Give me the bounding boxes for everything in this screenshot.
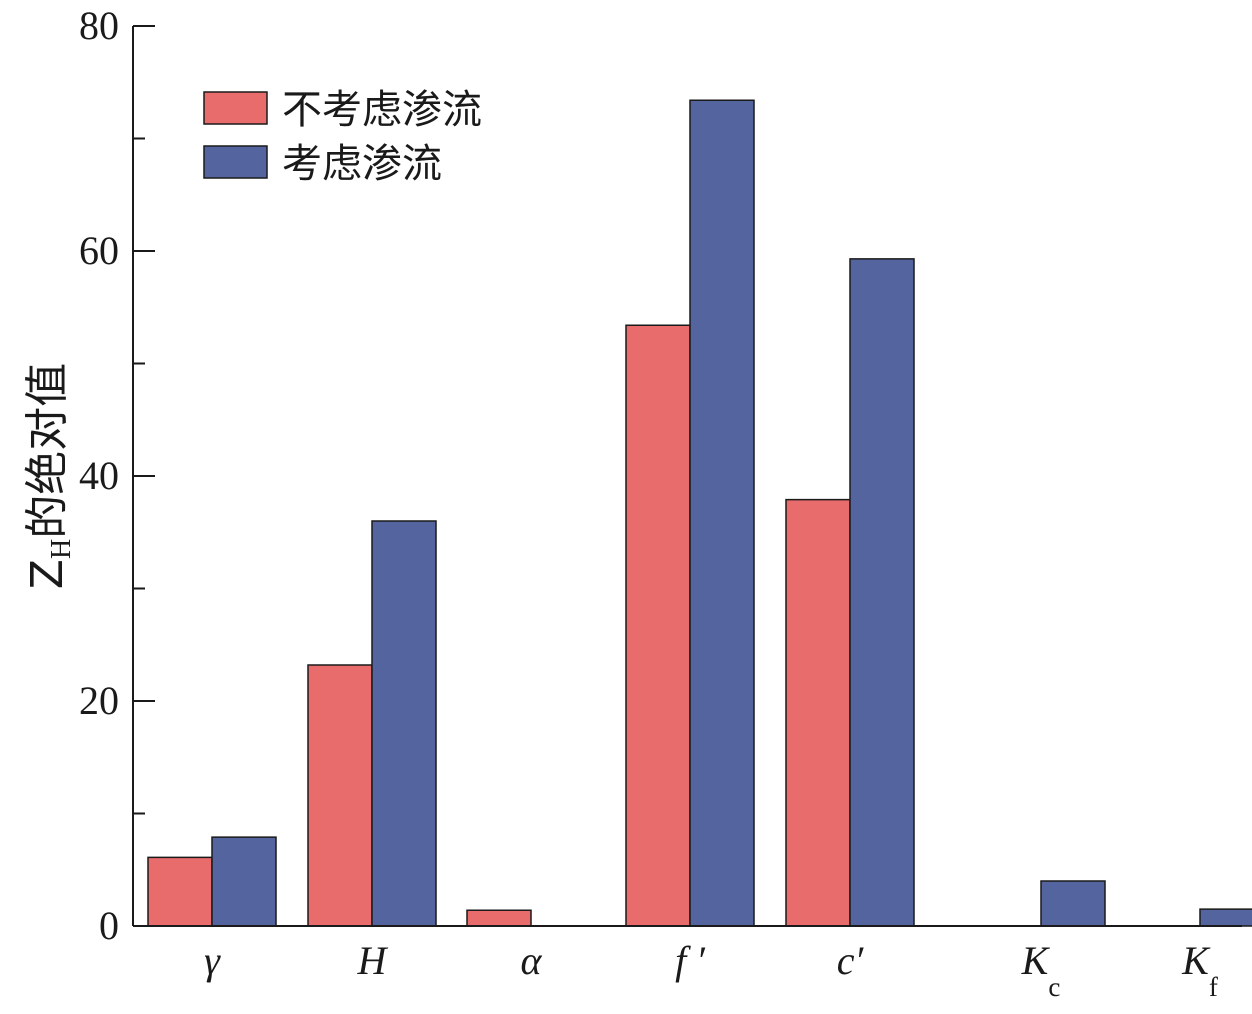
- x-category-label-main: γ: [204, 938, 221, 983]
- legend-label-not-considering-seepage: 不考虑渗流: [282, 87, 482, 133]
- y-axis-title-sub: H: [46, 539, 77, 559]
- bar-not-considering-seepage: [147, 856, 213, 927]
- x-category-label: H: [357, 938, 389, 983]
- x-category-label: α: [521, 938, 543, 983]
- x-category-label: f ′: [675, 938, 706, 983]
- x-category-label: Kf: [1181, 938, 1218, 1002]
- y-tick-label: 0: [99, 903, 119, 948]
- bar-considering-seepage: [849, 258, 915, 927]
- y-tick-label: 60: [79, 228, 119, 273]
- y-axis-title-main: Z: [22, 559, 73, 589]
- legend: 不考虑渗流 考虑渗流: [203, 87, 482, 187]
- x-category-label-main: α: [521, 938, 543, 983]
- bar-not-considering-seepage: [307, 664, 373, 927]
- x-category-label-main: H: [357, 938, 389, 983]
- y-tick-label: 80: [79, 3, 119, 48]
- bar-not-considering-seepage: [466, 909, 532, 927]
- legend-swatch-not-considering-seepage: [203, 91, 268, 125]
- x-category-label: Kc: [1021, 938, 1061, 1002]
- y-tick-label: 20: [79, 678, 119, 723]
- x-category-label-sub: f: [1209, 972, 1218, 1002]
- x-category-label-main: f ′: [675, 938, 706, 983]
- bars: [147, 99, 1252, 927]
- x-category-label-main: K: [1021, 938, 1051, 983]
- bar-not-considering-seepage: [785, 498, 851, 927]
- x-category-label-main: c′: [837, 938, 865, 983]
- x-category-label: γ: [204, 938, 221, 983]
- y-axis-title-rest: 的绝对值: [22, 363, 73, 539]
- y-axis-ticks: 0 20 40 60 80: [79, 3, 155, 948]
- bar-considering-seepage: [1199, 908, 1252, 927]
- bar-not-considering-seepage: [625, 324, 691, 927]
- x-category-label-main: K: [1181, 938, 1211, 983]
- x-category-label-sub: c: [1048, 972, 1060, 1002]
- x-category-label: c′: [837, 938, 865, 983]
- legend-label-considering-seepage: 考虑渗流: [282, 141, 442, 187]
- y-axis-title: ZH的绝对值: [22, 363, 77, 589]
- y-tick-label: 40: [79, 453, 119, 498]
- svg-text:ZH的绝对值: ZH的绝对值: [22, 363, 77, 589]
- bar-considering-seepage: [689, 99, 755, 927]
- bar-considering-seepage: [1040, 880, 1106, 927]
- bar-considering-seepage: [371, 520, 437, 927]
- legend-swatch-considering-seepage: [203, 145, 268, 179]
- bar-considering-seepage: [211, 836, 277, 927]
